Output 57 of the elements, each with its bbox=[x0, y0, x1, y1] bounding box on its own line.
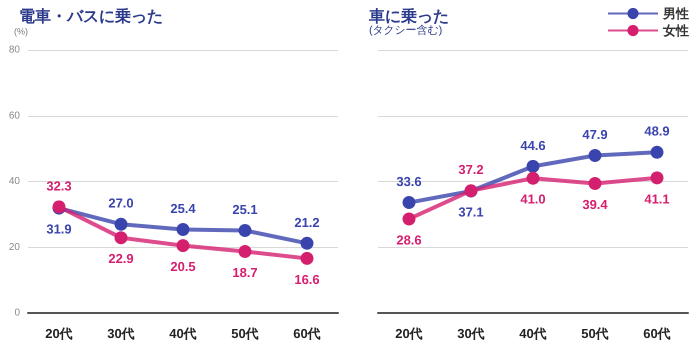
data-label: 41.1 bbox=[644, 191, 670, 206]
data-label: 41.0 bbox=[520, 192, 546, 207]
point bbox=[300, 236, 314, 250]
chart-title: 車に乗った bbox=[368, 8, 449, 26]
data-label: 22.9 bbox=[108, 251, 134, 266]
point bbox=[650, 146, 664, 159]
data-label: 48.9 bbox=[644, 124, 670, 139]
point bbox=[114, 231, 128, 244]
x-tick-label: 40代 bbox=[169, 326, 197, 341]
data-label: 37.2 bbox=[458, 162, 484, 178]
data-label: 21.2 bbox=[294, 214, 320, 230]
data-label: 37.1 bbox=[458, 204, 484, 220]
y-tick-label: 20 bbox=[8, 242, 20, 253]
x-tick-label: 50代 bbox=[581, 326, 609, 341]
x-tick-label: 50代 bbox=[231, 326, 259, 341]
y-tick-label: 40 bbox=[8, 176, 20, 187]
x-tick-label: 20代 bbox=[395, 326, 423, 341]
chart-subtitle: (タクシー含む) bbox=[369, 24, 442, 36]
x-tick-label: 20代 bbox=[45, 326, 73, 341]
point bbox=[526, 160, 540, 173]
data-label: 44.6 bbox=[520, 138, 546, 153]
legend-label: 女性 bbox=[662, 23, 689, 38]
point bbox=[238, 245, 252, 258]
data-label: 31.9 bbox=[46, 222, 72, 237]
point bbox=[402, 212, 416, 226]
data-label: 27.0 bbox=[108, 196, 134, 211]
data-label: 47.9 bbox=[582, 127, 608, 142]
point bbox=[402, 196, 416, 210]
data-label: 33.6 bbox=[396, 174, 422, 190]
y-tick-label: 80 bbox=[8, 44, 20, 56]
x-tick-label: 30代 bbox=[107, 326, 135, 341]
y-tick-label: 60 bbox=[8, 110, 20, 122]
point bbox=[114, 218, 128, 231]
legend-label: 男性 bbox=[662, 6, 689, 21]
x-tick-label: 60代 bbox=[293, 326, 321, 341]
data-label: 25.4 bbox=[170, 200, 196, 216]
x-tick-label: 30代 bbox=[457, 326, 485, 341]
point bbox=[176, 239, 190, 252]
x-tick-label: 60代 bbox=[643, 326, 671, 341]
data-label: 28.6 bbox=[396, 232, 422, 248]
data-label: 32.3 bbox=[46, 178, 72, 194]
point bbox=[650, 171, 664, 184]
chart-title: 電車・バスに乗った bbox=[19, 8, 163, 26]
point bbox=[176, 223, 190, 236]
y-axis-title: (%) bbox=[14, 26, 28, 36]
point bbox=[526, 172, 540, 185]
data-label: 20.5 bbox=[170, 259, 196, 274]
point bbox=[300, 252, 314, 265]
data-label: 16.6 bbox=[294, 272, 320, 287]
y-tick-label: 0 bbox=[14, 308, 20, 318]
point bbox=[588, 176, 602, 190]
data-label: 39.4 bbox=[582, 196, 608, 212]
point bbox=[238, 224, 252, 237]
x-tick-label: 40代 bbox=[519, 326, 547, 341]
data-label: 25.1 bbox=[232, 202, 258, 217]
data-label: 18.7 bbox=[232, 265, 258, 280]
point bbox=[588, 149, 602, 162]
